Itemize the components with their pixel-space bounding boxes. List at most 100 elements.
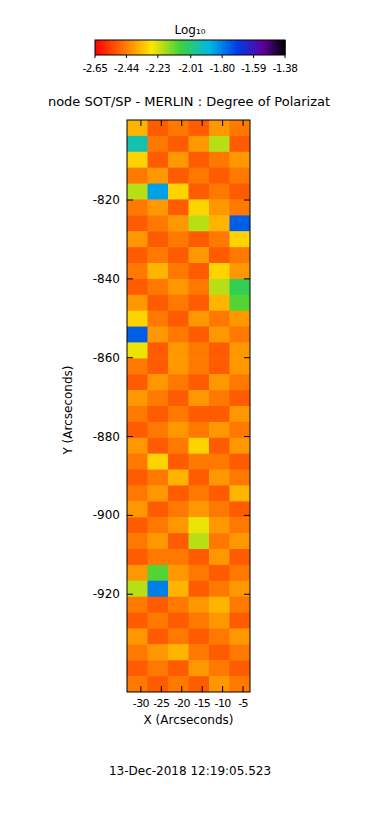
heatmap-cell	[230, 295, 251, 311]
y-tick-right	[244, 436, 250, 437]
y-tick	[127, 594, 133, 595]
heatmap-cell	[148, 470, 169, 486]
x-axis-label: X (Arcseconds)	[144, 713, 234, 727]
heatmap-cell	[127, 613, 148, 629]
heatmap-cell	[148, 295, 169, 311]
heatmap-cell	[168, 199, 189, 215]
heatmap-cell	[189, 438, 210, 454]
x-tick	[181, 686, 182, 692]
heatmap-cell	[230, 327, 251, 343]
x-tick-top	[243, 120, 244, 126]
heatmap-cell	[189, 406, 210, 422]
heatmap-cell	[168, 644, 189, 660]
x-tick-label: -15	[194, 697, 211, 710]
heatmap-cell	[209, 120, 230, 136]
heatmap-cell	[148, 485, 169, 501]
heatmap-cell	[148, 136, 169, 152]
heatmap-cell	[148, 676, 169, 692]
heatmap-cell	[209, 311, 230, 327]
heatmap-cell	[209, 454, 230, 470]
heatmap-cell	[209, 549, 230, 565]
heatmap-cell	[209, 644, 230, 660]
heatmap-cell	[168, 168, 189, 184]
heatmap-cell	[127, 581, 148, 597]
heatmap-cell	[168, 628, 189, 644]
heatmap-cell	[127, 184, 148, 200]
heatmap-cell	[209, 247, 230, 263]
heatmap-cell	[230, 501, 251, 517]
heatmap-cell	[127, 485, 148, 501]
heatmap-cell	[148, 613, 169, 629]
heatmap-cell	[127, 565, 148, 581]
heatmap-cell	[209, 374, 230, 390]
heatmap-cell	[209, 327, 230, 343]
heatmap-cell	[230, 454, 251, 470]
heatmap-cell	[189, 327, 210, 343]
x-tick-label: -10	[215, 697, 232, 710]
heatmap-cell	[127, 390, 148, 406]
colorbar-tick-label: -2.23	[145, 62, 170, 74]
heatmap-cell	[127, 231, 148, 247]
heatmap-cell	[127, 263, 148, 279]
heatmap-cell	[127, 470, 148, 486]
heatmap-cell	[168, 549, 189, 565]
colorbar-tick-label: -2.01	[178, 62, 203, 74]
heatmap-cell	[189, 374, 210, 390]
heatmap-cell	[148, 454, 169, 470]
heatmap-cell	[148, 168, 169, 184]
heatmap-cell	[209, 199, 230, 215]
heatmap-cell	[148, 342, 169, 358]
heatmap-cell	[189, 676, 210, 692]
heatmap-cell	[209, 501, 230, 517]
heatmap-cell	[209, 565, 230, 581]
heatmap-cell	[148, 597, 169, 613]
heatmap-cell	[127, 644, 148, 660]
heatmap-cell	[127, 120, 148, 136]
heatmap-cell	[148, 247, 169, 263]
x-tick	[140, 686, 141, 692]
heatmap-cell	[230, 390, 251, 406]
colorbar-tick-label: -2.44	[114, 62, 140, 74]
heatmap-cell	[168, 390, 189, 406]
heatmap-cell	[127, 247, 148, 263]
heatmap-cell	[168, 247, 189, 263]
plot-frame	[127, 120, 250, 692]
heatmap-cell	[230, 136, 251, 152]
heatmap-cell	[189, 501, 210, 517]
heatmap-cell	[189, 549, 210, 565]
heatmap-cell	[230, 597, 251, 613]
heatmap-cell	[168, 517, 189, 533]
heatmap-cell	[127, 517, 148, 533]
y-axis-label: Y (Arcseconds)	[61, 365, 75, 455]
heatmap-cell	[148, 581, 169, 597]
heatmap-cell	[148, 565, 169, 581]
heatmap-cell	[127, 501, 148, 517]
heatmap-cell	[168, 358, 189, 374]
heatmap-cell	[230, 676, 251, 692]
heatmap	[127, 120, 250, 692]
colorbar-tick	[222, 55, 223, 58]
heatmap-cell	[148, 517, 169, 533]
y-tick-label: -900	[93, 508, 120, 522]
heatmap-cell	[148, 390, 169, 406]
x-tick-top	[222, 120, 223, 126]
y-tick	[127, 515, 133, 516]
colorbar-tick	[95, 55, 96, 58]
heatmap-cell	[209, 342, 230, 358]
x-tick-label: -30	[133, 697, 150, 710]
heatmap-cell	[189, 613, 210, 629]
heatmap-cell	[209, 184, 230, 200]
heatmap-cell	[127, 628, 148, 644]
x-tick-top	[161, 120, 162, 126]
colorbar	[95, 40, 286, 55]
heatmap-cell	[189, 581, 210, 597]
footer-timestamp: 13-Dec-2018 12:19:05.523	[109, 764, 271, 778]
heatmap-cell	[168, 422, 189, 438]
heatmap-cell	[230, 120, 251, 136]
heatmap-cell	[127, 279, 148, 295]
heatmap-cell	[127, 358, 148, 374]
heatmap-cell	[189, 184, 210, 200]
heatmap-cell	[168, 120, 189, 136]
heatmap-cell	[209, 279, 230, 295]
heatmap-cell	[209, 676, 230, 692]
